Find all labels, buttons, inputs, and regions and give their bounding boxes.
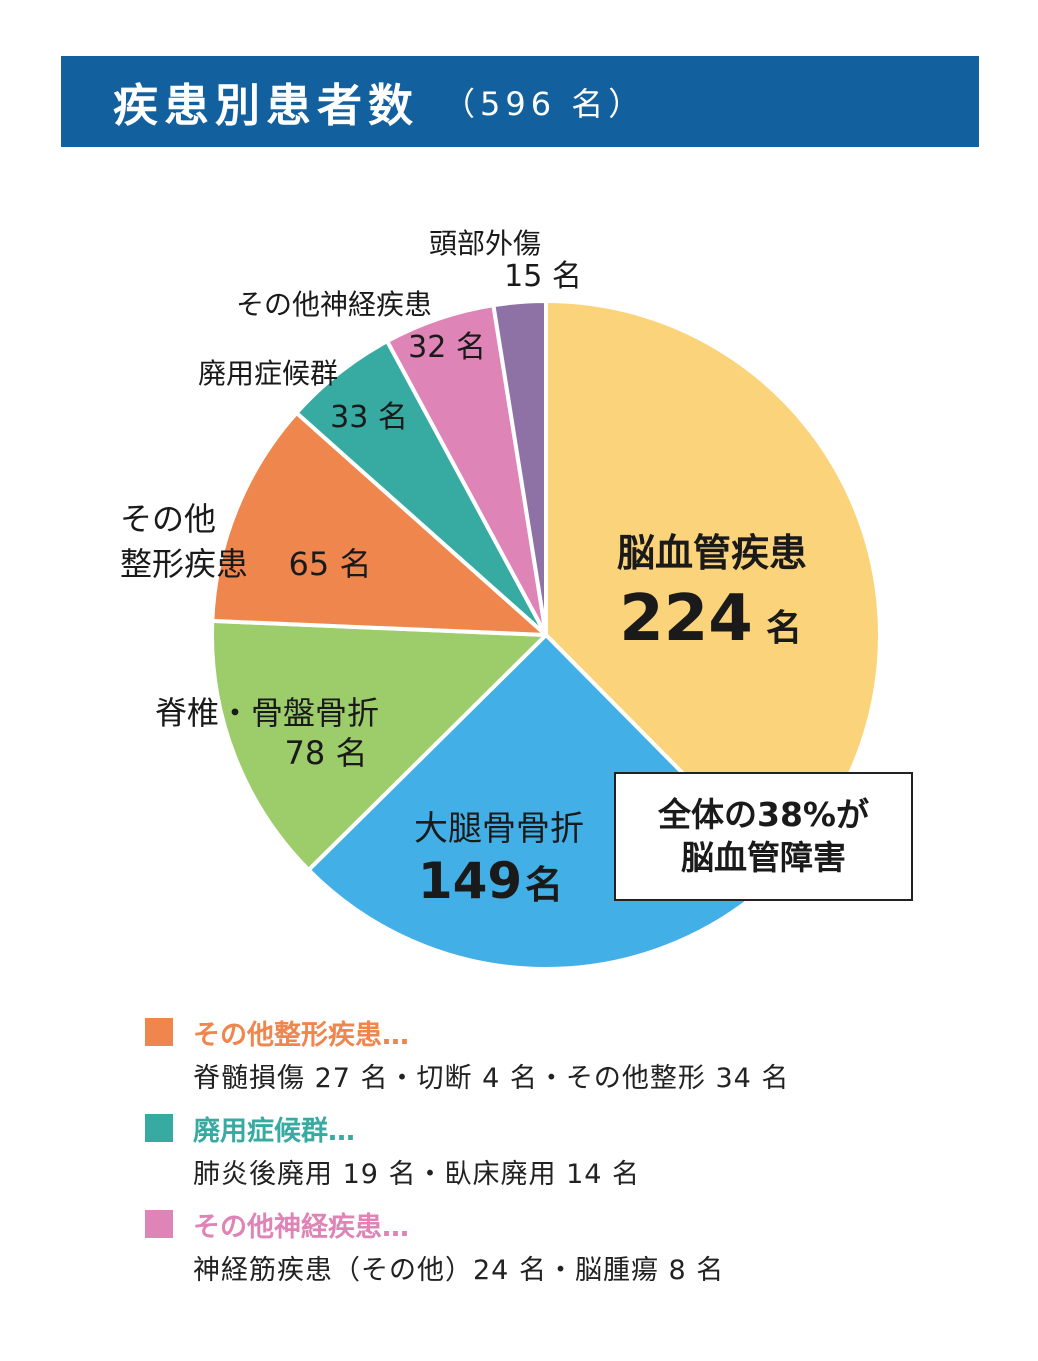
legend-item-disuse: 廃用症候群… 肺炎後廃用 19 名・臥床廃用 14 名 (145, 1112, 965, 1191)
annotation-line-1: 全体の38%が (658, 794, 869, 834)
slice-label-ortho-line1: その他 (120, 500, 216, 538)
legend-swatch-neuro (145, 1210, 173, 1238)
legend-title-ortho: その他整形疾患… (193, 1019, 409, 1051)
slice-value-spine: 78 名 (285, 734, 368, 772)
slice-label-ortho-line2: 整形疾患 (120, 545, 248, 583)
legend-item-neuro: その他神経疾患… 神経筋疾患（その他）24 名・脳腫瘍 8 名 (145, 1208, 965, 1287)
pie-slice-ortho (210, 410, 548, 637)
slice-label-cerebrovascular: 脳血管疾患 (617, 531, 807, 575)
slice-value-head: 15 名 (504, 259, 582, 294)
pie-slice-spine (210, 618, 548, 872)
legend-detail-disuse: 肺炎後廃用 19 名・臥床廃用 14 名 (193, 1159, 641, 1190)
pie-labels: 脳血管疾患 224 名 大腿骨骨折 149 名 脊椎・骨盤骨折 78 名 その他… (120, 227, 807, 910)
legend-title-disuse: 廃用症候群… (193, 1115, 355, 1147)
slice-unit-cerebrovascular: 名 (766, 608, 802, 649)
annotation-line-2: 脳血管障害 (681, 837, 846, 877)
slice-value-disuse: 33 名 (330, 400, 408, 435)
slice-value-ortho: 65 名 (289, 545, 372, 583)
slice-label-neuro: その他神経疾患 (236, 288, 432, 321)
slice-label-spine: 脊椎・骨盤骨折 (155, 694, 379, 732)
slice-value-femur: 149 (418, 852, 522, 910)
slice-label-head: 頭部外傷 (429, 227, 541, 260)
legend-detail-neuro: 神経筋疾患（その他）24 名・脳腫瘍 8 名 (193, 1255, 725, 1286)
chart-title: 疾患別患者数 (113, 79, 420, 132)
slice-value-neuro: 32 名 (408, 330, 486, 365)
chart-subtitle: （596 名） (443, 84, 646, 123)
slice-value-cerebrovascular: 224 (619, 582, 753, 656)
pie-slice-head (491, 299, 548, 637)
slice-label-disuse: 廃用症候群 (198, 357, 338, 390)
slice-label-femur: 大腿骨骨折 (414, 809, 584, 849)
slice-unit-femur: 名 (525, 863, 563, 907)
annotation-box: 全体の38%が 脳血管障害 (614, 772, 913, 901)
legend-item-ortho: その他整形疾患… 脊髄損傷 27 名・切断 4 名・その他整形 34 名 (145, 1016, 965, 1095)
legend-swatch-disuse (145, 1114, 173, 1142)
legend-title-neuro: その他神経疾患… (193, 1211, 409, 1243)
legend-detail-ortho: 脊髄損傷 27 名・切断 4 名・その他整形 34 名 (193, 1063, 790, 1094)
legend-swatch-ortho (145, 1018, 173, 1046)
title-bar: 疾患別患者数 （596 名） (61, 56, 979, 147)
